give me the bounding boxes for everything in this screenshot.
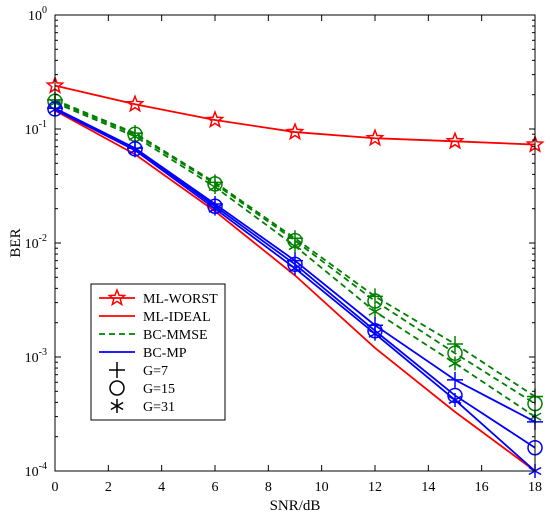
data-point [447,336,463,353]
legend-label: BC-MP [143,346,187,361]
y-tick-label: 10-1 [25,119,47,138]
legend-marker [109,380,125,396]
series-line [54,84,536,146]
x-tick-label: 18 [528,480,542,495]
legend-label: G=7 [143,364,168,379]
data-point [205,109,225,129]
legend-marker [109,362,125,378]
data-point [208,201,222,216]
x-tick-label: 4 [158,480,165,495]
legend-item: G=7 [109,362,168,379]
x-tick-label: 16 [475,480,489,495]
y-tick-label: 10-2 [25,233,47,252]
legend-label: ML-IDEAL [143,310,211,325]
series-line [54,100,536,405]
legend-label: G=31 [143,400,175,415]
legend-marker [110,399,124,413]
data-point [128,143,142,158]
data-point [125,94,145,113]
x-tick-label: 2 [105,480,112,495]
legend-item: G=15 [109,380,175,397]
data-point [445,131,465,150]
legend-item: BC-MMSE [99,328,208,343]
x-tick-label: 10 [315,480,329,495]
x-tick-label: 14 [421,480,435,495]
legend-item: ML-WORST [99,287,218,307]
data-point [288,261,302,276]
x-axis-label: SNR/dB [270,498,321,514]
data-point [288,239,302,254]
legend-label: G=15 [143,382,175,397]
data-point [448,356,462,371]
y-tick-label: 10-4 [25,461,47,480]
legend: ML-WORST ML-IDEAL BC-MMSE BC-MP G=7 G=15 G=31 [90,283,226,421]
x-tick-label: 8 [265,480,272,495]
y-tick-label: 100 [28,5,47,24]
data-point [448,392,462,407]
legend-item: G=31 [110,399,175,415]
data-point [365,128,385,147]
legend-item: BC-MP [99,346,187,361]
y-tick-label: 10-3 [25,347,47,366]
legend-item: ML-IDEAL [99,310,211,325]
data-point [285,121,305,141]
legend-label: BC-MMSE [143,328,208,343]
data-point [368,304,382,319]
data-point [447,371,463,388]
legend-marker [107,287,127,307]
x-tick-label: 6 [212,480,219,495]
y-axis-label: BER [8,228,24,257]
data-point [208,179,222,194]
legend-label: ML-WORST [143,292,218,307]
x-tick-label: 0 [52,480,59,495]
x-tick-label: 12 [368,480,382,495]
data-point [368,326,382,341]
